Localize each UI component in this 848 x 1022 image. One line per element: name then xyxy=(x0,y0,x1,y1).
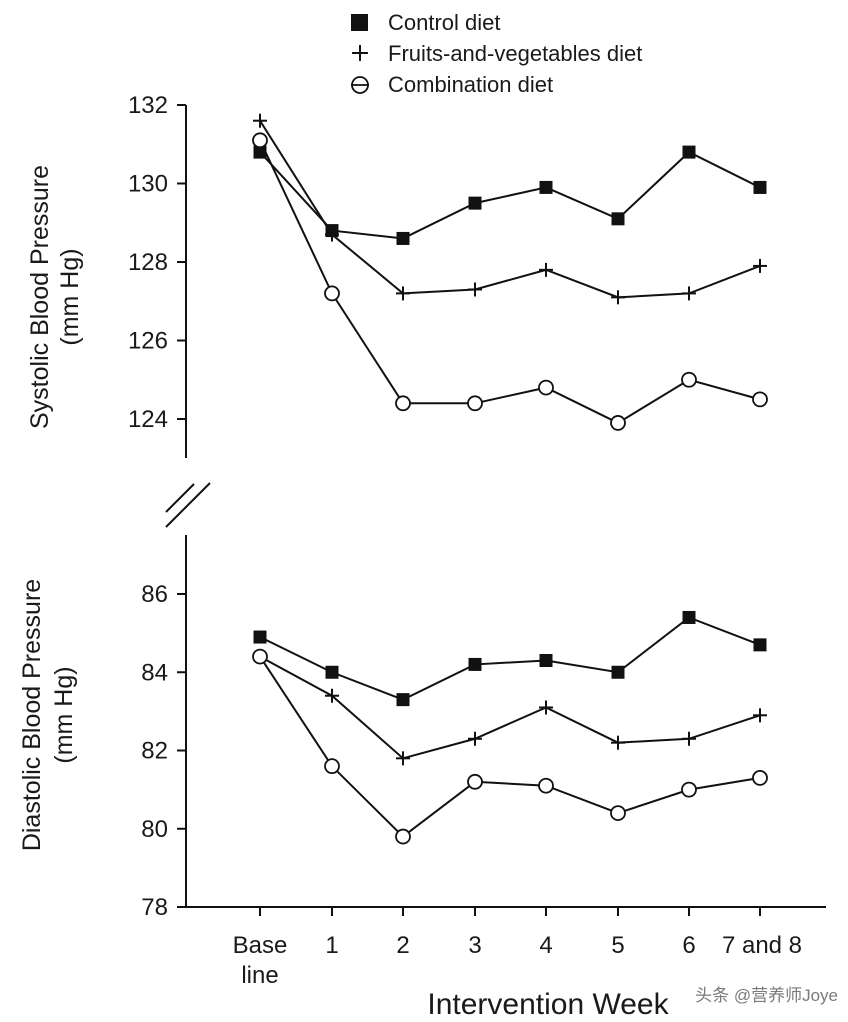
diastolic-line-control xyxy=(259,616,761,701)
systolic-point-control xyxy=(539,180,553,194)
systolic-point-combination xyxy=(324,285,340,302)
systolic-y-unit: (mm Hg) xyxy=(56,248,84,345)
diastolic-point-fruits-veg xyxy=(468,731,482,746)
systolic-y-tick-label: 130 xyxy=(128,171,168,198)
diastolic-y-tick-label: 82 xyxy=(141,738,168,765)
diastolic-point-fruits-veg xyxy=(325,688,339,703)
x-tick-label: 6 xyxy=(682,932,695,959)
x-tick-label: Base xyxy=(233,932,288,959)
systolic-line-control xyxy=(259,150,761,240)
systolic-point-combination xyxy=(252,132,268,149)
x-tick-label: 7 and 8 xyxy=(722,932,802,959)
diastolic-point-control xyxy=(325,665,339,679)
diastolic-y-tick-label: 86 xyxy=(141,581,168,608)
diastolic-point-control xyxy=(682,610,696,624)
diastolic-point-control xyxy=(611,665,625,679)
systolic-point-combination xyxy=(395,395,411,412)
systolic-point-fruits-veg xyxy=(396,286,410,301)
x-ticks: Base 1 2 3 4 5 6 7 and 8 xyxy=(233,907,802,959)
diastolic-point-control xyxy=(539,654,553,668)
systolic-point-fruits-veg xyxy=(682,286,696,301)
systolic-point-control xyxy=(753,180,767,194)
x-tick-label: 4 xyxy=(539,932,552,959)
diastolic-y-tick-label: 80 xyxy=(141,816,168,843)
diastolic-point-combination xyxy=(395,828,411,845)
systolic-y-ticks: 132 130 128 126 124 xyxy=(128,92,186,433)
systolic-point-control xyxy=(468,196,482,210)
systolic-y-tick-label: 132 xyxy=(128,92,168,119)
axis-break-mark-upper xyxy=(165,483,195,513)
systolic-y-tick-label: 128 xyxy=(128,249,168,276)
x-axis-title: Intervention Week xyxy=(427,988,669,1021)
legend-label-combination: Combination diet xyxy=(388,72,553,97)
legend-label-fruits-veg: Fruits-and-vegetables diet xyxy=(388,41,642,66)
diastolic-point-combination xyxy=(467,773,483,790)
diastolic-line-fruits-veg xyxy=(259,655,761,760)
diastolic-point-combination xyxy=(752,769,768,786)
diastolic-line-combination xyxy=(259,656,761,838)
legend: Control diet Fruits-and-vegetables diet … xyxy=(351,10,642,97)
diastolic-point-fruits-veg xyxy=(396,751,410,766)
legend-square-marker xyxy=(351,14,368,31)
systolic-point-fruits-veg xyxy=(539,262,553,277)
systolic-series xyxy=(252,113,768,431)
x-tick-label-base-line2: line xyxy=(241,962,278,989)
systolic-point-fruits-veg xyxy=(253,113,267,128)
watermark: 头条 @营养师Joye xyxy=(695,986,838,1005)
diastolic-point-control xyxy=(468,657,482,671)
x-tick-label: 5 xyxy=(611,932,624,959)
systolic-point-fruits-veg xyxy=(468,282,482,297)
systolic-point-control xyxy=(611,212,625,226)
diastolic-point-combination xyxy=(538,777,554,794)
systolic-point-control xyxy=(396,231,410,245)
diastolic-panel: 86 84 82 80 78 Diastolic Blood Pressure (mm … xyxy=(18,535,826,921)
systolic-point-combination xyxy=(610,415,626,431)
x-tick-label: 3 xyxy=(468,932,481,959)
diastolic-series xyxy=(252,610,768,845)
systolic-point-combination xyxy=(467,395,483,412)
systolic-point-combination xyxy=(681,371,697,388)
systolic-y-tick-label: 126 xyxy=(128,328,168,355)
diastolic-point-fruits-veg xyxy=(611,735,625,750)
systolic-y-title: Systolic Blood Pressure xyxy=(26,165,54,429)
diastolic-y-title: Diastolic Blood Pressure xyxy=(18,579,46,851)
diastolic-y-ticks: 86 84 82 80 78 xyxy=(141,581,186,921)
systolic-point-fruits-veg xyxy=(611,290,625,305)
systolic-point-combination xyxy=(752,391,768,408)
diastolic-point-fruits-veg xyxy=(682,731,696,746)
systolic-line-fruits-veg xyxy=(259,120,761,299)
diastolic-y-tick-label: 84 xyxy=(141,659,168,686)
diastolic-point-control xyxy=(396,693,410,707)
diastolic-point-combination xyxy=(252,648,268,665)
diastolic-point-fruits-veg xyxy=(753,708,767,723)
x-tick-label: 2 xyxy=(396,932,409,959)
diastolic-point-combination xyxy=(681,781,697,798)
legend-label-control: Control diet xyxy=(388,10,501,35)
diastolic-y-tick-label: 78 xyxy=(141,894,168,921)
diastolic-point-combination xyxy=(324,758,340,775)
diastolic-point-fruits-veg xyxy=(539,700,553,715)
x-tick-label: 1 xyxy=(325,932,338,959)
diastolic-point-control xyxy=(753,638,767,652)
systolic-point-control xyxy=(253,145,267,159)
systolic-y-tick-label: 124 xyxy=(128,406,168,433)
systolic-line-combination xyxy=(259,139,761,425)
axis-break-mark-lower xyxy=(165,482,211,528)
systolic-point-fruits-veg xyxy=(325,227,339,242)
diastolic-point-control xyxy=(253,630,267,644)
systolic-point-fruits-veg xyxy=(753,258,767,273)
systolic-point-combination xyxy=(538,379,554,396)
diastolic-point-combination xyxy=(610,805,626,821)
diastolic-y-unit: (mm Hg) xyxy=(50,666,78,763)
systolic-point-control xyxy=(682,145,696,159)
